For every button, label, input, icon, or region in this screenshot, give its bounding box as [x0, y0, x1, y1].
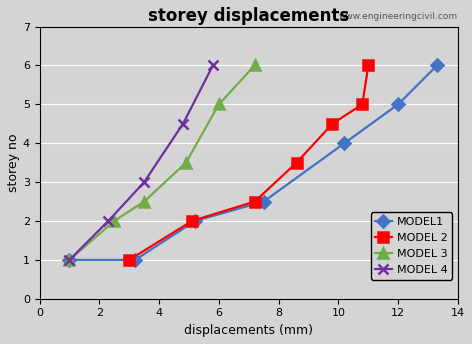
MODEL 4 — [210, 63, 216, 67]
MODEL 2 — [329, 122, 335, 126]
MODEL 3 — [252, 63, 258, 67]
MODEL 4 — [105, 219, 111, 223]
MODEL 3 — [183, 161, 189, 165]
Title: storey displacements: storey displacements — [148, 7, 349, 25]
MODEL 3 — [216, 102, 222, 106]
MODEL1 — [132, 258, 138, 262]
Y-axis label: storey no: storey no — [7, 133, 20, 192]
Line: MODEL1: MODEL1 — [65, 61, 441, 264]
Line: MODEL 2: MODEL 2 — [124, 61, 373, 265]
MODEL 3 — [111, 219, 117, 223]
MODEL1 — [67, 258, 72, 262]
MODEL 3 — [67, 258, 72, 262]
Legend: MODEL1, MODEL 2, MODEL 3, MODEL 4: MODEL1, MODEL 2, MODEL 3, MODEL 4 — [371, 212, 453, 280]
MODEL1 — [434, 63, 440, 67]
MODEL 2 — [365, 63, 371, 67]
MODEL 4 — [67, 258, 72, 262]
Text: www.engineeringcivil.com: www.engineeringcivil.com — [339, 12, 458, 21]
MODEL 4 — [141, 180, 147, 184]
Line: MODEL 4: MODEL 4 — [65, 61, 218, 265]
MODEL 4 — [180, 122, 186, 126]
MODEL1 — [342, 141, 347, 145]
MODEL 2 — [252, 200, 258, 204]
MODEL1 — [396, 102, 401, 106]
Line: MODEL 3: MODEL 3 — [65, 61, 260, 265]
MODEL 2 — [126, 258, 132, 262]
MODEL1 — [261, 200, 267, 204]
MODEL 2 — [360, 102, 365, 106]
X-axis label: displacements (mm): displacements (mm) — [184, 324, 313, 337]
MODEL 2 — [189, 219, 195, 223]
MODEL 2 — [294, 161, 299, 165]
MODEL 3 — [141, 200, 147, 204]
MODEL1 — [192, 219, 198, 223]
